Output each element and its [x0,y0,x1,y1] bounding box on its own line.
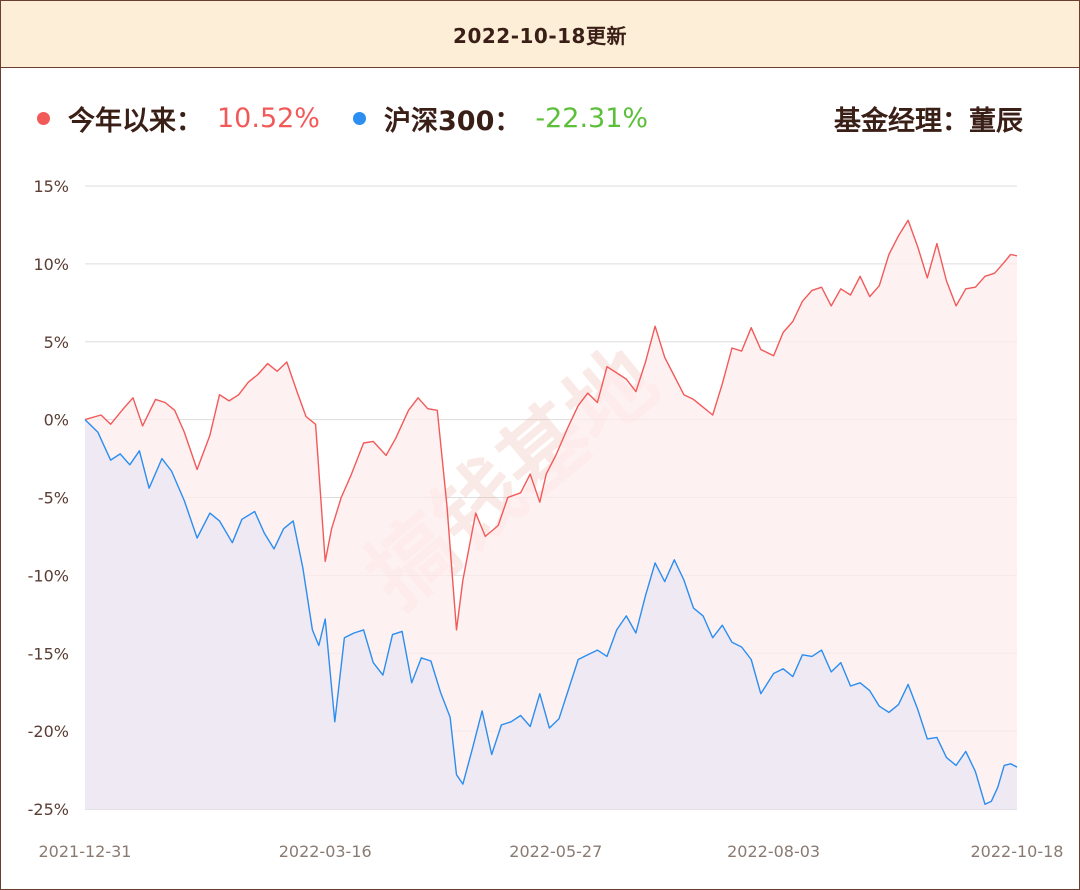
x-tick-label: 2022-05-27 [509,842,602,861]
update-date-title: 2022-10-18更新 [453,23,627,48]
x-tick-label: 2021-12-31 [39,842,132,861]
index-label: 沪深300： [384,106,522,137]
fund-return-value: 10.52% [217,103,320,134]
legend-item-fund: 今年以来： 10.52% [37,99,320,138]
legend-item-index: 沪深300： -22.31% [353,99,648,138]
header-bar: 2022-10-18更新 [1,1,1079,68]
y-tick-label: 15% [33,177,69,196]
index-dot-icon [353,112,366,125]
legend: 今年以来： 10.52% 沪深300： -22.31% 基金经理：董辰 [1,99,1079,147]
manager-label: 基金经理： [834,106,969,137]
x-tick-label: 2022-08-03 [727,842,820,861]
y-axis-ticks: 15% 10% 5% 0% -5% -10% -15% -20% -25% [28,177,69,819]
series-lines [84,219,1018,805]
y-tick-label: -15% [28,644,69,663]
y-tick-label: -5% [38,489,69,508]
manager-name: 董辰 [969,106,1023,137]
y-tick-label: 0% [44,411,69,430]
fund-label: 今年以来： [68,106,203,137]
fund-manager: 基金经理：董辰 [834,99,1023,138]
series-areas [85,220,1017,810]
series-line-index [84,419,1018,805]
y-tick-label: 5% [44,333,69,352]
y-tick-label: -25% [28,800,69,819]
series-line-fund [84,219,1018,631]
y-tick-label: -10% [28,566,69,585]
x-axis-ticks: 2021-12-31 2022-03-16 2022-05-27 2022-08-03… [39,842,1064,861]
fund-dot-icon [37,112,50,125]
x-tick-label: 2022-10-18 [971,842,1064,861]
series-area-index [85,419,1017,809]
index-return-value: -22.31% [535,103,649,134]
y-tick-label: -20% [28,722,69,741]
y-tick-label: 10% [33,255,69,274]
x-tick-label: 2022-03-16 [279,842,372,861]
